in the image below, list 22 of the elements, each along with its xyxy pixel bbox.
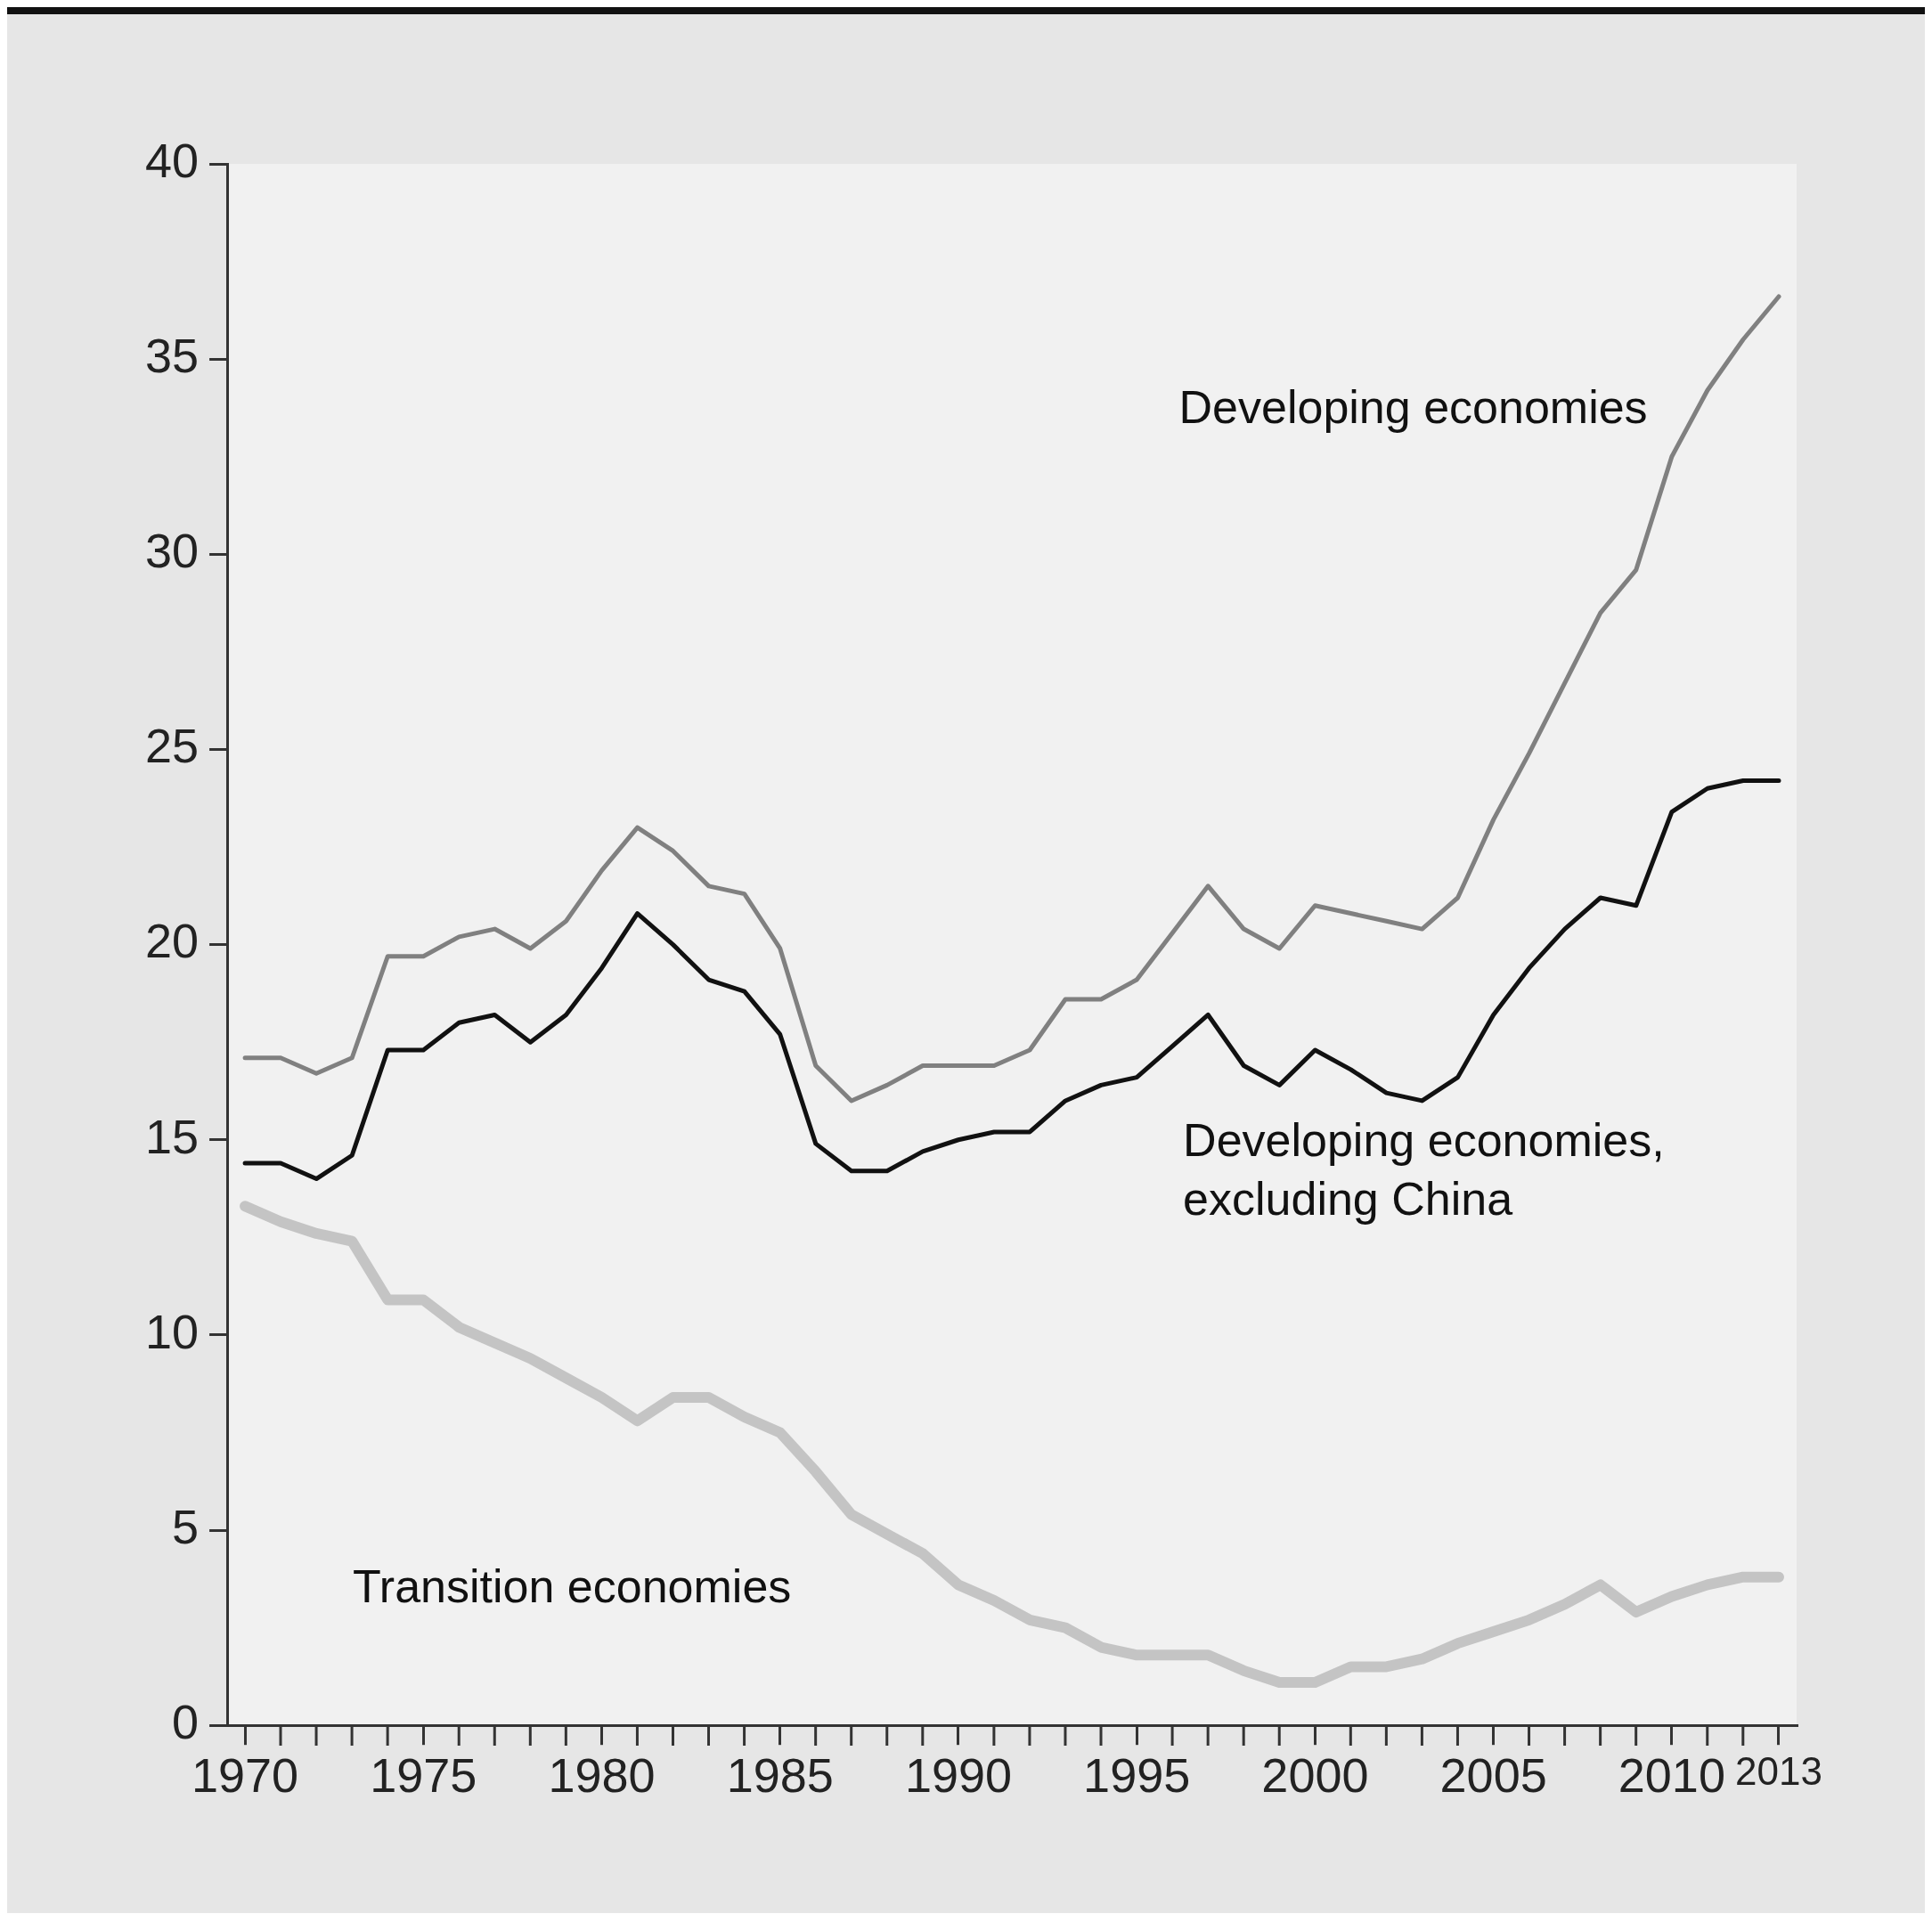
y-tick-label: 0 [172, 1695, 200, 1749]
x-tick-label: 2010 [1618, 1748, 1725, 1803]
y-tick-label: 25 [144, 719, 200, 773]
x-tick-label: 1990 [904, 1748, 1013, 1803]
x-tick-label: 1980 [548, 1748, 656, 1803]
y-tick-label: 15 [144, 1109, 200, 1163]
x-tick-label: 1985 [726, 1748, 834, 1803]
series-label: Developing economies, excluding China [1183, 1113, 1665, 1225]
x-tick-label: 1970 [192, 1748, 299, 1803]
x-tick-label: 1975 [370, 1748, 477, 1803]
y-tick-label: 10 [144, 1304, 200, 1358]
x-tick-label: 2000 [1261, 1748, 1369, 1803]
y-tick-label: 35 [144, 329, 200, 383]
y-tick-label: 5 [172, 1499, 200, 1553]
x-tick-label: 2005 [1439, 1748, 1547, 1803]
x-tick-label: 2013 [1735, 1748, 1822, 1793]
y-tick-label: 30 [144, 524, 200, 578]
y-tick-label: 20 [144, 914, 200, 968]
y-tick-label: 40 [144, 133, 200, 187]
x-tick-label: 1995 [1083, 1748, 1191, 1803]
series-label: Developing economies [1178, 381, 1648, 434]
series-label: Transition economies [353, 1560, 792, 1613]
